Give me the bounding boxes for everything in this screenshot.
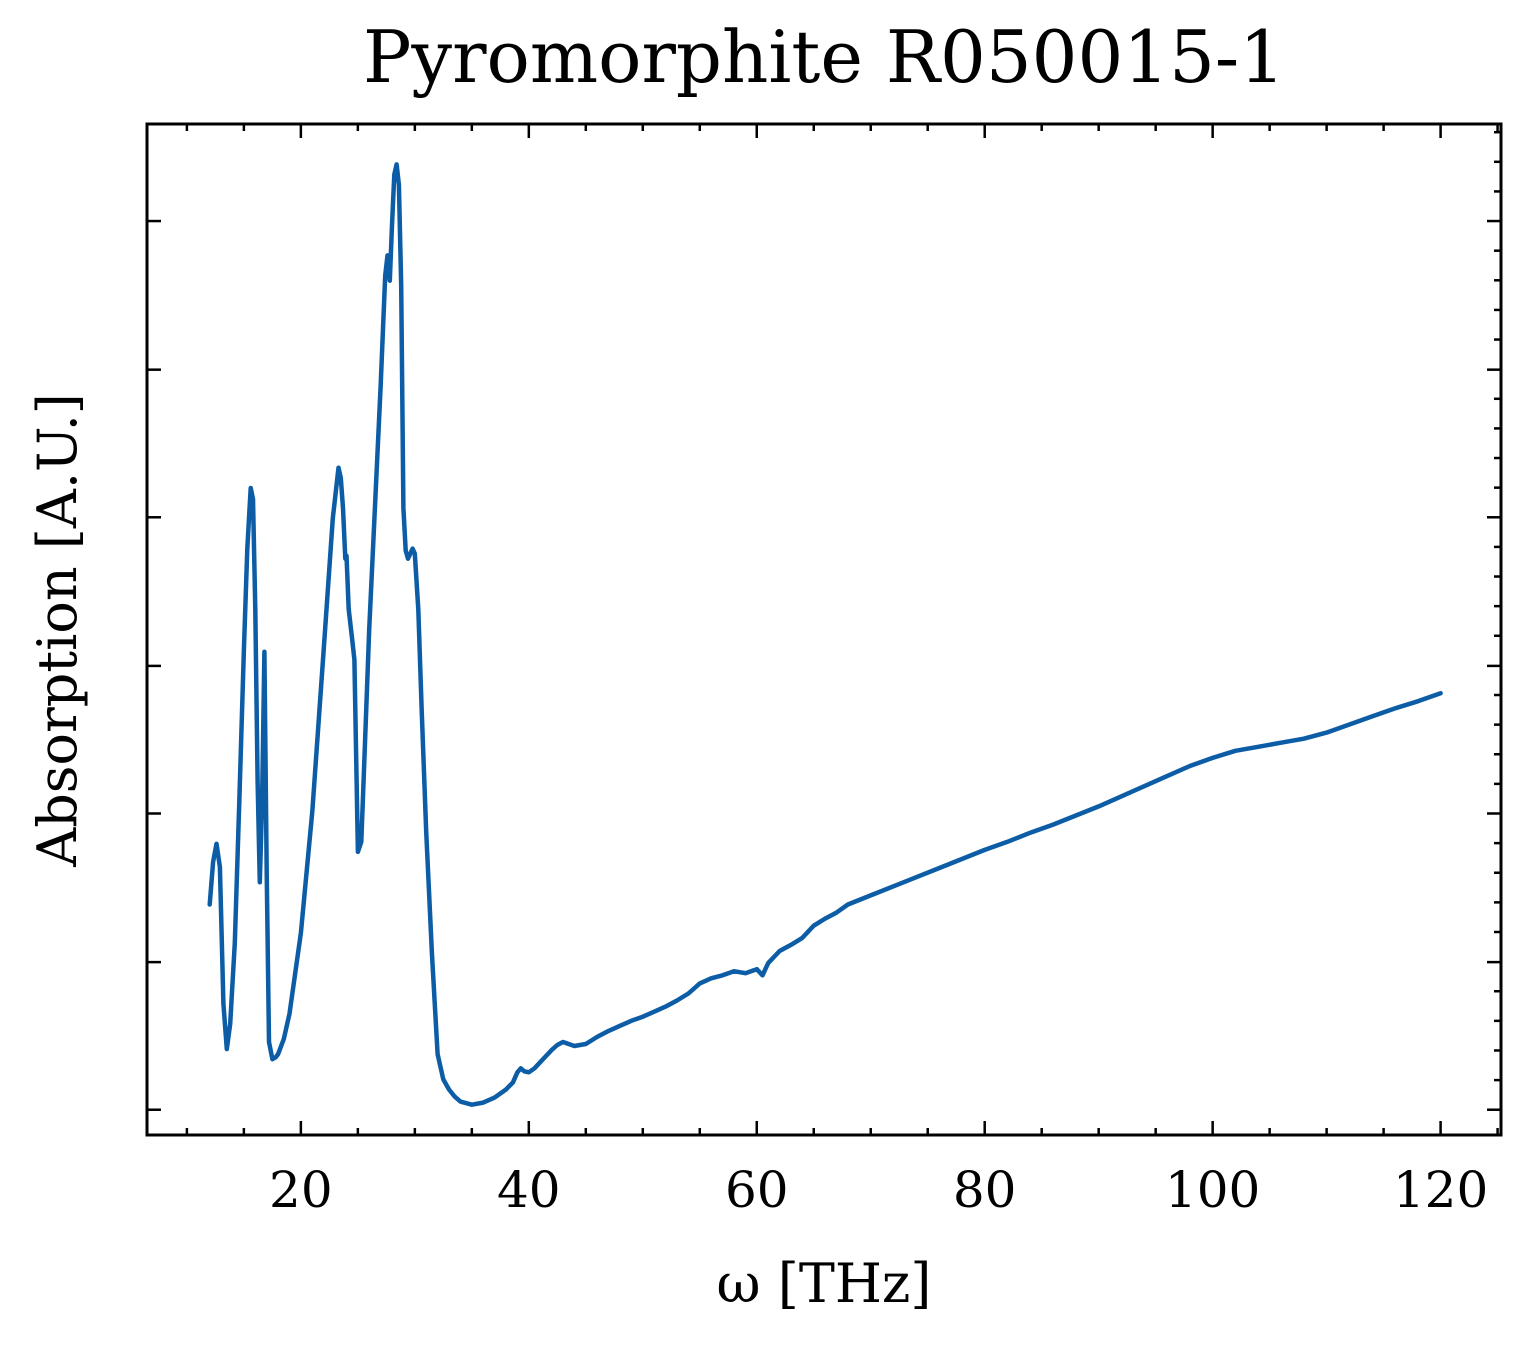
y-axis-label: Absorption [A.U.] [26, 393, 89, 868]
axes-frame [145, 122, 1503, 1137]
x-tick-label: 100 [1165, 1161, 1260, 1219]
x-tick-label: 20 [269, 1161, 333, 1219]
absorption-series-line [207, 162, 1443, 1107]
major-ticks [147, 124, 1501, 1135]
plot-area [145, 122, 1503, 1137]
x-tick-label: 80 [953, 1161, 1017, 1219]
x-tick-label: 40 [497, 1161, 561, 1219]
chart-title: Pyromorphite R050015-1 [363, 15, 1285, 99]
x-tick-label: 120 [1393, 1161, 1488, 1219]
x-tick-labels: 20 40 60 80 100 120 [269, 1161, 1488, 1219]
x-axis-label: ω [THz] [717, 1252, 932, 1315]
x-tick-label: 60 [725, 1161, 789, 1219]
